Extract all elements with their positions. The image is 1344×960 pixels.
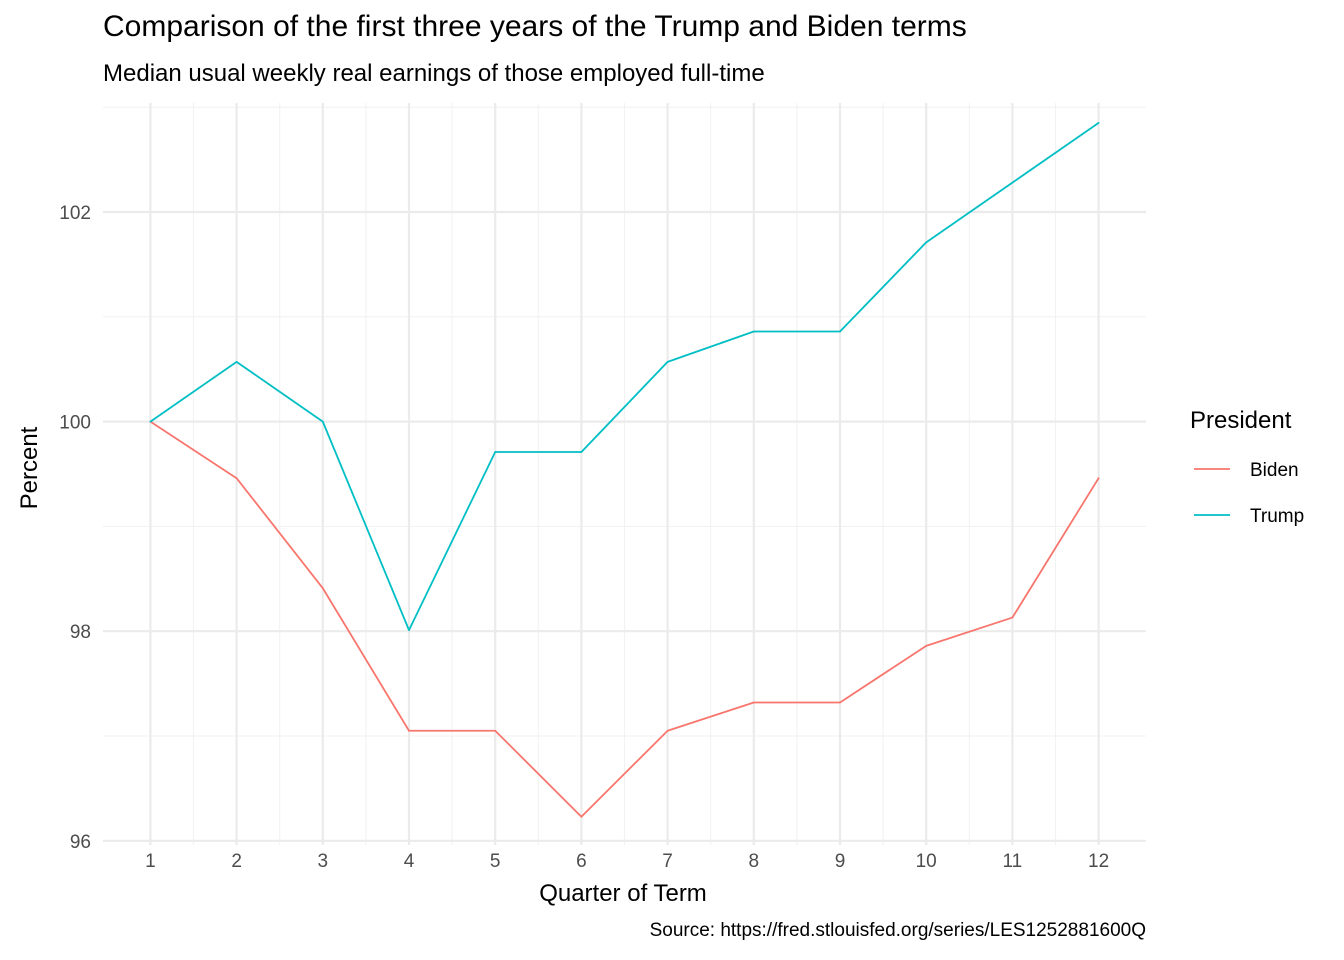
data-point-trump: [408, 629, 410, 632]
x-tick-label: 5: [490, 851, 501, 872]
y-axis-tick-labels: 96 98 100 102: [59, 203, 91, 853]
data-point-trump: [1011, 181, 1014, 184]
data-point-biden: [752, 701, 755, 704]
minor-gridlines: [103, 103, 1146, 845]
major-gridlines: [103, 103, 1146, 845]
y-tick-label: 96: [70, 832, 91, 853]
series-lines: [149, 122, 1100, 818]
x-tick-label: 7: [662, 851, 673, 872]
y-tick-label: 102: [59, 203, 91, 224]
x-axis-title: Quarter of Term: [539, 880, 707, 907]
legend-label-biden: Biden: [1250, 460, 1299, 481]
data-point-trump: [235, 360, 238, 363]
x-tick-label: 12: [1088, 851, 1109, 872]
legend-label-trump: Trump: [1250, 506, 1304, 527]
chart-subtitle: Median usual weekly real earnings of tho…: [103, 60, 765, 87]
x-tick-label: 10: [916, 851, 937, 872]
data-point-biden: [494, 729, 497, 732]
data-point-trump: [839, 330, 841, 333]
data-point-biden: [666, 729, 669, 732]
x-tick-label: 9: [835, 851, 846, 872]
x-tick-label: 6: [576, 851, 587, 872]
x-axis-tick-labels: 1 2 3 4 5 6 7 8 9 10 11 12: [145, 851, 1109, 872]
data-point-biden: [235, 477, 238, 480]
data-point-biden: [321, 587, 324, 590]
series-line-trump: [149, 122, 1100, 632]
data-point-trump: [666, 360, 669, 363]
legend-title: President: [1190, 407, 1292, 434]
data-point-trump: [321, 420, 324, 423]
data-point-trump: [925, 241, 928, 244]
data-point-trump: [1097, 122, 1100, 124]
legend: President Biden Trump: [1190, 407, 1304, 527]
data-point-biden: [1097, 477, 1100, 480]
source-caption: Source: https://fred.stlouisfed.org/seri…: [649, 920, 1146, 941]
data-point-trump: [149, 420, 152, 423]
series-line-biden: [149, 420, 1100, 818]
y-tick-label: 100: [59, 413, 91, 434]
chart-title: Comparison of the first three years of t…: [103, 10, 967, 43]
data-point-trump: [752, 330, 755, 333]
data-point-trump: [580, 451, 583, 453]
data-point-biden: [1011, 616, 1014, 619]
x-tick-label: 2: [231, 851, 242, 872]
data-point-biden: [408, 729, 410, 732]
y-axis-title: Percent: [16, 426, 43, 509]
x-tick-label: 8: [749, 851, 760, 872]
x-tick-label: 3: [318, 851, 329, 872]
x-tick-label: 1: [145, 851, 156, 872]
data-point-biden: [580, 815, 583, 818]
y-tick-label: 98: [70, 622, 91, 643]
x-tick-label: 11: [1003, 851, 1023, 872]
data-point-trump: [494, 451, 497, 453]
data-point-biden: [839, 701, 841, 704]
data-point-biden: [925, 644, 928, 647]
x-tick-label: 4: [404, 851, 415, 872]
